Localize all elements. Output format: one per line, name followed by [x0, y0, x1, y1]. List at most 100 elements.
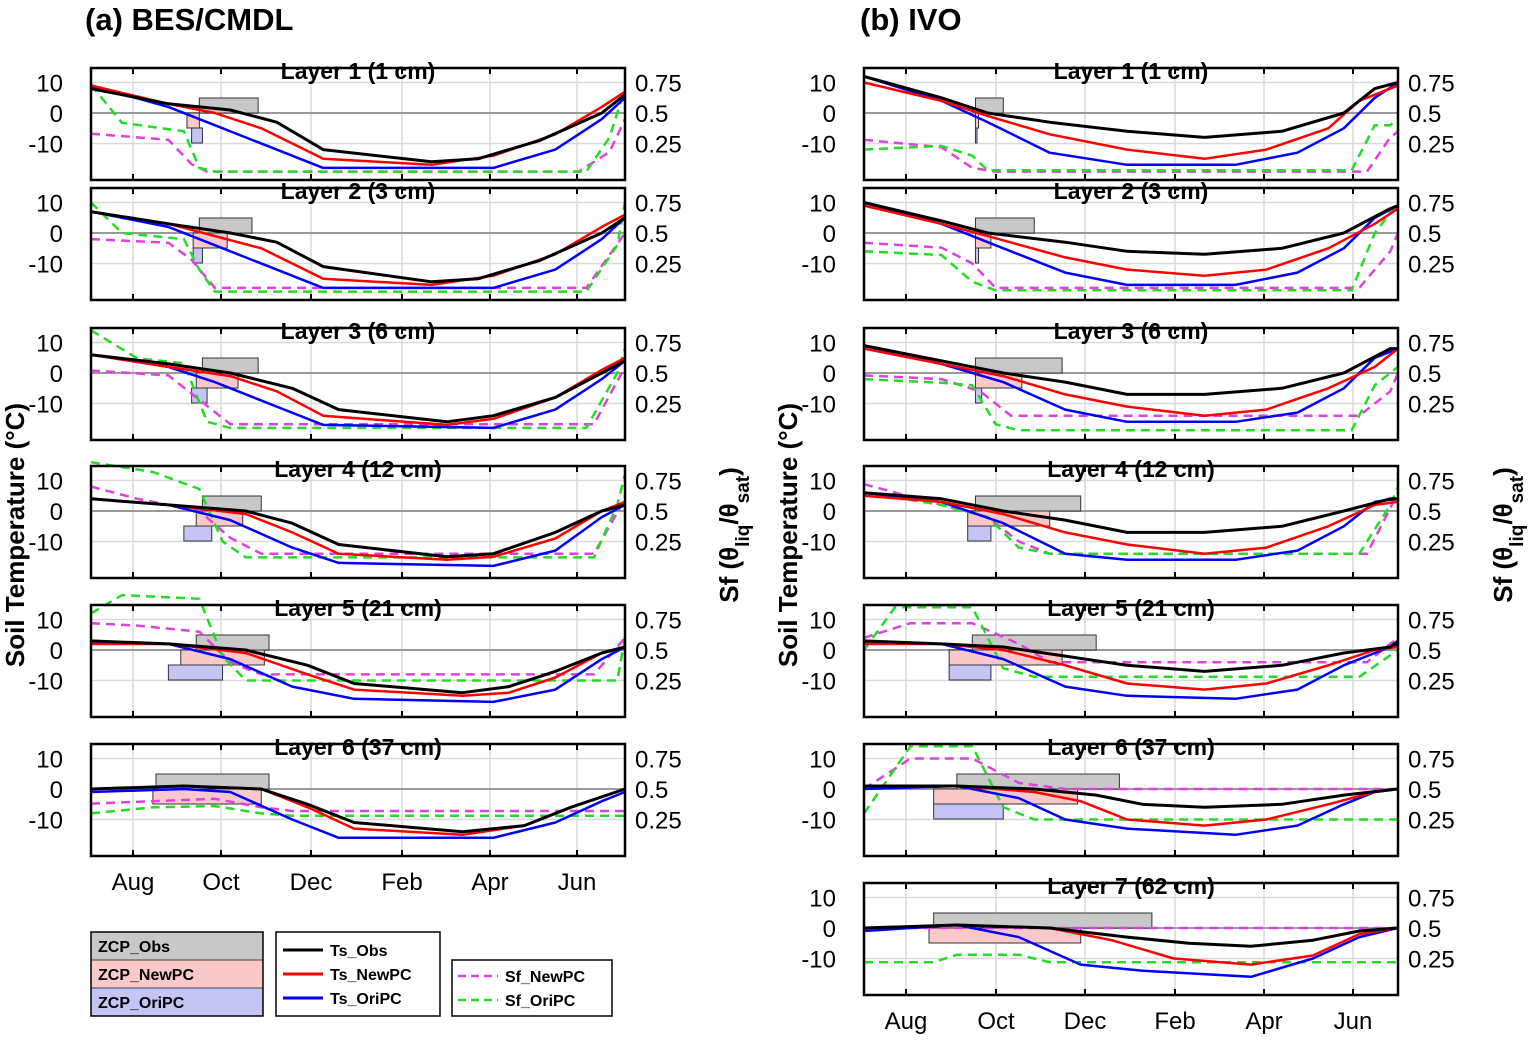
legend-zcp-label: ZCP_NewPC: [98, 967, 194, 984]
layer-title: Layer 1 (1 cm): [1054, 58, 1209, 84]
site-0-layer-5-panel: 10 0 -10 0.75 0.5 0.25 Layer 5 (21 cm): [28, 593, 682, 719]
y-tick-label-left: 0: [50, 777, 63, 804]
y-tick-label-left: -10: [28, 530, 63, 557]
ylabel-right-base: Sf (θ: [714, 547, 744, 603]
y-tick-label-left: 0: [823, 777, 836, 804]
y-tick-label-right: 0.75: [635, 469, 682, 496]
y-tick-label-right: 0.75: [1408, 469, 1455, 496]
x-tick-label-feb: Feb: [381, 869, 422, 896]
y-tick-label-left: 10: [809, 886, 836, 913]
ts-obs-line: [864, 784, 1399, 809]
axes-box: [862, 66, 1400, 182]
ts-oripc-line: [90, 787, 626, 840]
y-tick-label-right: 0.5: [1408, 221, 1441, 248]
y-tick-label-right: 0.5: [1408, 101, 1441, 128]
ts-obs-line: [863, 491, 1398, 534]
layer-title: Layer 5 (21 cm): [1047, 595, 1214, 621]
axes-box: [862, 464, 1400, 580]
x-tick-label-oct: Oct: [977, 1008, 1015, 1035]
ts-obs-line: [90, 784, 626, 834]
sf-oripc-line: [863, 365, 1399, 432]
zcp-oripc-bar: [167, 664, 224, 681]
ts-newpc-line: [863, 494, 1399, 555]
ts-obs-line: [863, 201, 1399, 256]
layer-title: Layer 4 (12 cm): [274, 456, 441, 482]
zcp-newpc-bar: [974, 112, 980, 129]
sf-newpc-line: [863, 757, 1398, 791]
y-tick-label-right: 0.5: [635, 777, 668, 804]
legend-ts-label: Ts_NewPC: [330, 967, 412, 984]
y-tick-label-left: 10: [809, 71, 836, 98]
ts-obs-line: [90, 639, 626, 695]
y-tick-label-left: -10: [801, 530, 836, 557]
zcp-oripc-bar: [192, 247, 203, 264]
sf-oripc-line: [862, 745, 1398, 821]
zcp-oripc-bar: [948, 664, 992, 681]
y-tick-label-left: -10: [801, 808, 836, 835]
y-tick-label-left: 10: [809, 747, 836, 774]
y-tick-label-left: -10: [801, 132, 836, 159]
legend-ts: Ts_Obs Ts_NewPC Ts_OriPC: [275, 931, 441, 1017]
x-tick-label-apr: Apr: [1245, 1008, 1282, 1035]
axes-box: [89, 186, 627, 302]
layer-title: Layer 2 (3 cm): [281, 178, 436, 204]
y-tick-label-right: 0.75: [635, 331, 682, 358]
site-1-layer-5-panel: 10 0 -10 0.75 0.5 0.25 Layer 5 (21 cm): [801, 595, 1455, 719]
y-tick-label-right: 0.5: [1408, 361, 1441, 388]
y-tick-label-right: 0.75: [635, 191, 682, 218]
sf-newpc-line: [863, 482, 1400, 555]
ts-obs-line: [863, 74, 1399, 139]
layer-title: Layer 3 (6 cm): [1054, 318, 1209, 344]
panel-title-a: (a) BES/CMDL: [85, 2, 293, 37]
x-tick-label-dec: Dec: [290, 869, 333, 896]
y-tick-label-right: 0.5: [635, 221, 668, 248]
x-tick-label-apr: Apr: [471, 869, 508, 896]
y-tick-label-right: 0.25: [1408, 669, 1455, 696]
legend-sf-label: Sf_OriPC: [505, 993, 576, 1010]
axes-box: [89, 326, 627, 442]
axes-box: [89, 464, 627, 580]
ts-obs-line: [90, 210, 626, 284]
y-tick-label-right: 0.25: [1408, 252, 1455, 279]
y-tick-label-right: 0.5: [1408, 499, 1441, 526]
y-tick-label-right: 0.25: [1408, 530, 1455, 557]
ts-obs-line: [90, 497, 626, 559]
layer-title: Layer 5 (21 cm): [274, 595, 441, 621]
layer-title: Layer 2 (3 cm): [1054, 178, 1209, 204]
y-tick-label-right: 0.25: [635, 808, 682, 835]
y-tick-label-right: 0.25: [635, 530, 682, 557]
ts-newpc-line: [863, 204, 1399, 277]
site-0-layer-2-panel: 10 0 -10 0.75 0.5 0.25 Layer 2 (3 cm): [28, 178, 682, 302]
y-tick-label-left: -10: [801, 947, 836, 974]
y-tick-label-right: 0.25: [1408, 392, 1455, 419]
plots-layer: 10 0 -10 0.75 0.5 0.25 Layer 1 (1 cm) 10 0 -10 0.7…: [28, 58, 1454, 1035]
legend: ZCP_ObsZCP_NewPCZCP_OriPCTs_ObsTs_NewPCT…: [90, 931, 613, 1017]
x-tick-label-aug: Aug: [112, 869, 155, 896]
y-tick-label-left: 10: [809, 191, 836, 218]
sf-newpc-line: [90, 621, 626, 676]
site-0-layer-3-panel: 10 0 -10 0.75 0.5 0.25 Layer 3 (6 cm): [28, 318, 682, 442]
y-tick-label-right: 0.25: [635, 252, 682, 279]
ts-oripc-line: [864, 642, 1399, 701]
legend-zcp-swatch: [90, 987, 264, 1017]
y-tick-label-left: 10: [36, 469, 63, 496]
y-tick-label-left: -10: [28, 392, 63, 419]
y-tick-label-right: 0.5: [635, 638, 668, 665]
layer-title: Layer 4 (12 cm): [1047, 456, 1214, 482]
legend-zcp-border: [90, 931, 264, 1017]
ts-newpc-line: [90, 497, 626, 562]
layer-title: Layer 1 (1 cm): [281, 58, 436, 84]
ylabel-right-sub2: sat: [733, 475, 754, 503]
y-tick-label-right: 0.5: [1408, 916, 1441, 943]
sf-oripc-line: [863, 486, 1400, 555]
sf-oripc-line: [90, 460, 627, 559]
y-axis-label-right-b: Sf (θliq/θsat): [1488, 467, 1528, 603]
sf-oripc-line: [90, 593, 627, 682]
sf-oripc-line: [90, 329, 627, 430]
y-tick-label-left: 0: [823, 638, 836, 665]
y-tick-label-left: -10: [28, 132, 63, 159]
y-tick-label-right: 0.75: [635, 747, 682, 774]
ylabel-right-mid: /θ: [714, 503, 744, 524]
ts-oripc-line: [90, 84, 626, 170]
